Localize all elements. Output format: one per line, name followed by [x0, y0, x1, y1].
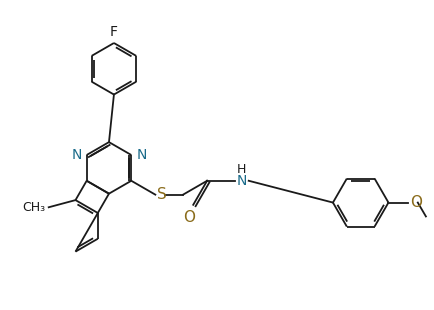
Text: CH₃: CH₃	[23, 201, 46, 214]
Text: O: O	[410, 195, 422, 210]
Text: F: F	[110, 25, 118, 39]
Text: S: S	[157, 187, 167, 202]
Text: N: N	[136, 148, 147, 162]
Text: O: O	[183, 210, 195, 225]
Text: N: N	[71, 148, 82, 162]
Text: N: N	[237, 174, 247, 188]
Text: H: H	[237, 163, 246, 176]
